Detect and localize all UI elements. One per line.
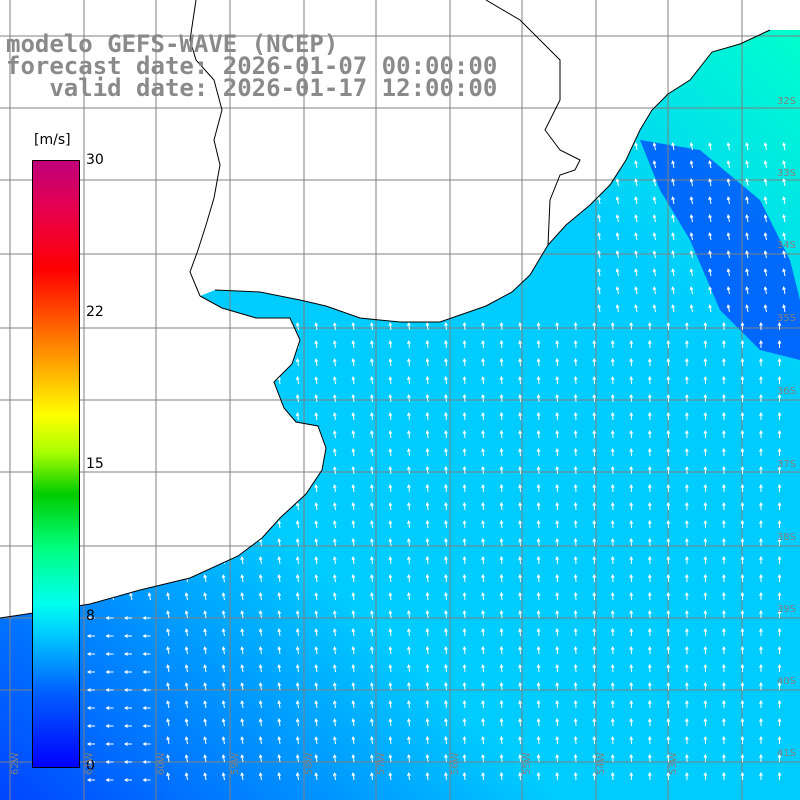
sea-wind-field (0, 30, 800, 800)
colorbar-tick-30: 30 (86, 152, 104, 168)
wind-arrows (86, 142, 786, 782)
lat-label: 33S (776, 168, 796, 179)
lon-label: 61W (84, 752, 95, 775)
lon-label: 60W (156, 752, 167, 775)
lat-label: 34S (776, 240, 796, 251)
lat-label: 38S (776, 532, 796, 543)
colorbar-unit: [m/s] (34, 132, 71, 148)
lon-label: 58W (304, 752, 315, 775)
lat-label: 37S (776, 459, 796, 470)
low-wind-patch (640, 140, 800, 360)
lat-label: 36S (776, 386, 796, 397)
colorbar-gradient (32, 160, 80, 768)
colorbar-tick-22: 22 (86, 304, 104, 320)
lat-label: 40S (776, 676, 796, 687)
valid-date: valid date: 2026-01-17 12:00:00 (6, 74, 498, 102)
colorbar-tick-15: 15 (86, 456, 104, 472)
lat-label: 41S (776, 748, 796, 759)
lon-label: 54W (596, 752, 607, 775)
colorbar-tick-0: 0 (86, 758, 95, 774)
lat-label: 35S (776, 313, 796, 324)
lon-label: 57W (376, 752, 387, 775)
colorbar: [m/s] 30 22 15 8 0 (20, 130, 130, 774)
colorbar-tick-8: 8 (86, 608, 95, 624)
lat-label: 32S (776, 96, 796, 107)
lat-label: 39S (776, 604, 796, 615)
lon-label: 59W (230, 752, 241, 775)
lon-label: 55W (522, 752, 533, 775)
forecast-date: forecast date: 2026-01-07 00:00:00 (6, 52, 498, 80)
lon-label: 56W (450, 752, 461, 775)
lon-label: 53W (668, 752, 679, 775)
lon-label: 62W (10, 752, 21, 775)
model-title: modelo GEFS-WAVE (NCEP) (6, 30, 339, 58)
coastline (0, 0, 771, 619)
